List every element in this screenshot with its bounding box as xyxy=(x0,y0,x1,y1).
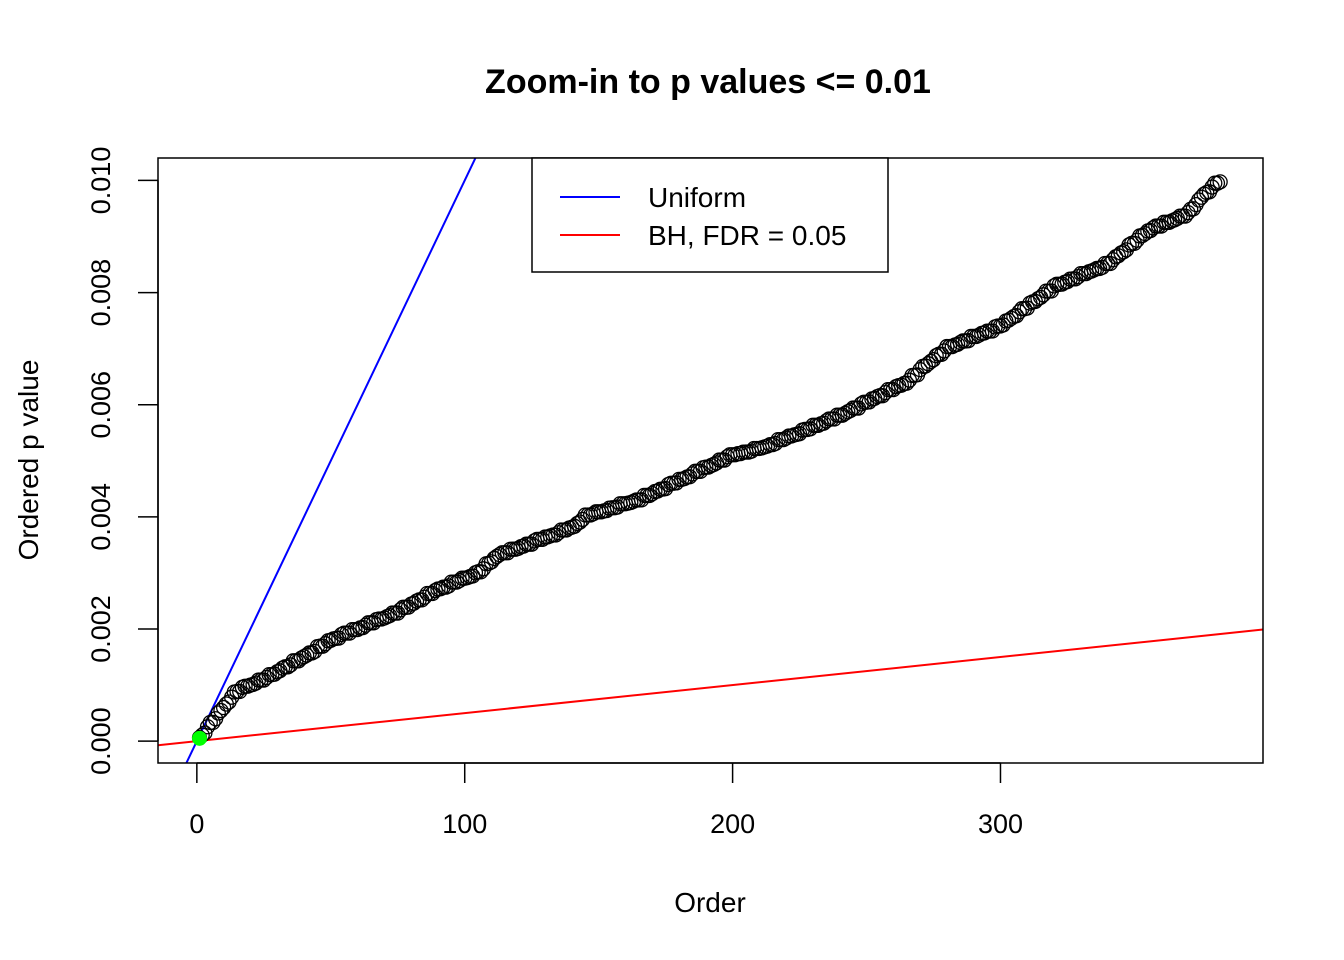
data-point xyxy=(465,568,481,584)
data-point xyxy=(355,619,371,636)
data-point xyxy=(1204,179,1220,195)
legend-uniform-label: Uniform xyxy=(648,182,746,213)
data-point xyxy=(199,719,216,735)
data-point xyxy=(1000,312,1017,328)
data-point xyxy=(210,705,226,721)
chart-title: Zoom-in to p values <= 0.01 xyxy=(485,63,931,101)
data-point xyxy=(840,404,856,420)
legend-bh-label: BH, FDR = 0.05 xyxy=(648,220,846,251)
y-tick-label: 0.002 xyxy=(86,595,116,663)
legend: Uniform BH, FDR = 0.05 xyxy=(531,157,889,273)
data-point xyxy=(1030,291,1046,307)
data-points xyxy=(191,174,1228,746)
data-point xyxy=(245,676,261,693)
data-point xyxy=(1094,259,1110,276)
data-point xyxy=(1142,222,1159,239)
data-point xyxy=(775,431,792,448)
data-point xyxy=(1193,189,1210,205)
data-point xyxy=(706,456,722,473)
data-point xyxy=(1166,212,1183,228)
data-point xyxy=(282,657,299,673)
data-point xyxy=(920,356,936,372)
data-point xyxy=(205,714,221,731)
legend-box xyxy=(531,157,889,273)
data-point xyxy=(524,536,540,552)
y-axis: 0.000 0.002 0.004 0.006 0.008 0.010 xyxy=(86,147,159,775)
y-axis-label: Ordered p value xyxy=(13,360,44,561)
x-tick-label: 200 xyxy=(710,809,755,839)
data-point xyxy=(489,548,505,565)
data-point xyxy=(331,630,347,646)
data-point xyxy=(1180,205,1196,221)
reference-lines xyxy=(158,158,1263,763)
data-point xyxy=(548,527,564,543)
data-point xyxy=(933,346,950,362)
data-point xyxy=(473,564,489,580)
data-point xyxy=(569,515,585,532)
x-tick-label: 100 xyxy=(442,809,487,839)
data-point xyxy=(449,574,465,590)
data-point xyxy=(1185,201,1202,217)
data-point xyxy=(1110,248,1126,264)
data-point xyxy=(499,545,516,561)
x-tick-label: 0 xyxy=(189,809,204,839)
data-point xyxy=(274,660,291,676)
data-point xyxy=(416,589,433,605)
data-point xyxy=(408,593,425,609)
significant-point xyxy=(192,730,208,746)
data-point xyxy=(877,384,893,401)
data-point xyxy=(258,669,275,686)
data-point xyxy=(1134,227,1151,244)
bh-fdr-line xyxy=(158,628,1263,747)
data-point xyxy=(1212,174,1228,190)
y-tick-label: 0.010 xyxy=(86,147,116,215)
data-point xyxy=(1035,287,1051,303)
data-point xyxy=(816,415,832,431)
y-tick-label: 0.008 xyxy=(86,259,116,327)
y-tick-label: 0.006 xyxy=(86,371,116,439)
data-point xyxy=(365,615,382,631)
data-point xyxy=(290,653,307,669)
plot-area xyxy=(157,157,1264,764)
data-point xyxy=(899,375,915,391)
x-axis-label: Order xyxy=(674,887,746,918)
data-point xyxy=(1209,175,1226,191)
x-axis: 0 100 200 300 xyxy=(189,762,1023,839)
data-point xyxy=(315,638,331,654)
data-point xyxy=(928,348,944,364)
data-point xyxy=(791,426,808,442)
data-point xyxy=(215,699,232,716)
x-tick-label: 300 xyxy=(978,809,1023,839)
data-point xyxy=(925,352,942,368)
data-point xyxy=(400,599,417,615)
uniform-line xyxy=(185,158,477,763)
data-point xyxy=(333,626,350,643)
y-tick-label: 0.004 xyxy=(86,483,116,551)
y-tick-label: 0.000 xyxy=(86,707,116,775)
